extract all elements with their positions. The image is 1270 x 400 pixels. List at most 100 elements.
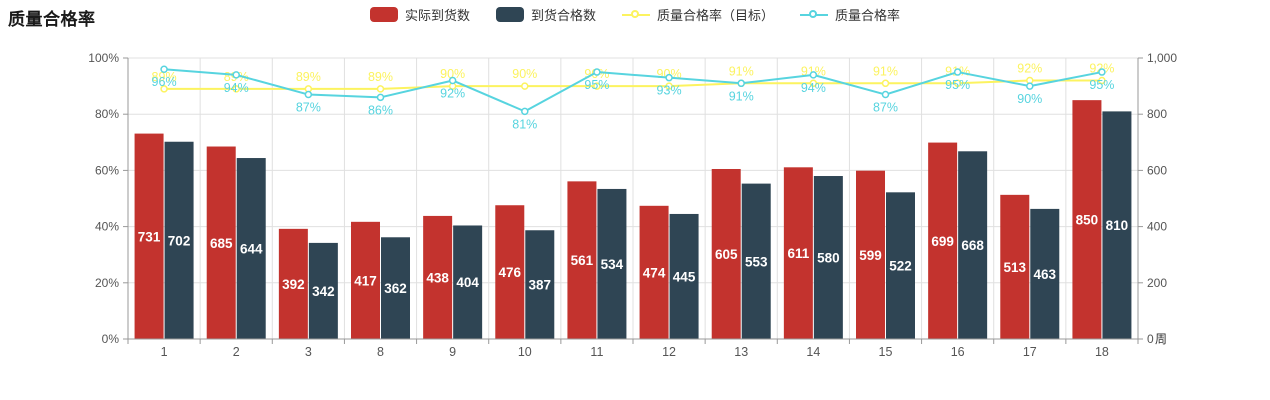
left-axis-tick-label: 0%: [102, 332, 120, 346]
left-axis-tick-label: 20%: [95, 276, 119, 290]
line-point-质量合格率（目标）-8[interactable]: [376, 85, 385, 93]
line-point-质量合格率（目标）-1[interactable]: [160, 85, 168, 93]
bar-到货合格数-10[interactable]: [525, 230, 555, 339]
bar-实际到货数-16[interactable]: [928, 142, 958, 339]
bar-实际到货数-2[interactable]: [206, 146, 236, 339]
line-point-质量合格率-16[interactable]: [953, 68, 962, 76]
bar-实际到货数-1[interactable]: [134, 133, 164, 339]
line-point-label: 95%: [945, 78, 970, 92]
bar-value-label: 685: [210, 236, 233, 251]
bar-到货合格数-2[interactable]: [236, 158, 266, 339]
line-point-label: 89%: [296, 70, 321, 84]
bar-实际到货数-11[interactable]: [567, 181, 597, 339]
line-point-质量合格率-13[interactable]: [737, 79, 745, 88]
bar-value-label: 522: [889, 259, 912, 274]
bar-到货合格数-3[interactable]: [308, 242, 338, 339]
line-point-质量合格率-10[interactable]: [521, 107, 529, 116]
bar-到货合格数-12[interactable]: [669, 213, 699, 339]
right-axis-tick-label: 400: [1147, 220, 1167, 234]
bar-实际到货数-12[interactable]: [639, 205, 669, 339]
line-point-质量合格率-9[interactable]: [448, 76, 457, 85]
line-point-质量合格率-18[interactable]: [1098, 68, 1106, 76]
legend-item-4[interactable]: 质量合格率: [800, 5, 900, 24]
line-point-label: 90%: [440, 67, 465, 81]
bar-value-label: 611: [787, 246, 809, 261]
line-point-label: 92%: [440, 86, 465, 100]
legend-item-label: 质量合格率: [835, 8, 901, 23]
legend-item-1[interactable]: 实际到货数: [369, 5, 470, 24]
line-point-label: 89%: [152, 70, 177, 84]
bar-到货合格数-11[interactable]: [597, 188, 627, 339]
bar-value-label: 392: [282, 277, 305, 292]
bar-value-label: 699: [931, 234, 954, 249]
bar-到货合格数-18[interactable]: [1102, 111, 1132, 339]
bar-实际到货数-18[interactable]: [1072, 100, 1102, 340]
bar-实际到货数-8[interactable]: [351, 221, 380, 339]
line-point-质量合格率-3[interactable]: [304, 90, 313, 99]
bar-到货合格数-17[interactable]: [1030, 208, 1060, 339]
legend-item-2[interactable]: 到货合格数: [495, 5, 596, 24]
bar-到货合格数-13[interactable]: [741, 183, 771, 339]
line-point-质量合格率（目标）-11[interactable]: [593, 82, 601, 90]
bar-value-label: 668: [961, 238, 984, 253]
bar-value-label: 850: [1076, 213, 1099, 228]
bar-实际到货数-15[interactable]: [856, 170, 885, 339]
line-point-质量合格率（目标）-12[interactable]: [665, 82, 673, 90]
bar-到货合格数-8[interactable]: [381, 237, 410, 339]
bar-实际到货数-9[interactable]: [423, 215, 453, 339]
bar-value-label: 463: [1034, 267, 1057, 282]
bar-到货合格数-14[interactable]: [813, 176, 843, 339]
x-axis-tick-label: 15: [879, 345, 893, 359]
line-point-质量合格率-12[interactable]: [665, 73, 673, 82]
line-point-label: 94%: [801, 81, 826, 95]
x-axis-tick-label: 14: [806, 345, 820, 359]
line-point-质量合格率（目标）-18[interactable]: [1098, 76, 1106, 85]
legend-bar-marker-icon: [369, 7, 398, 22]
bar-实际到货数-13[interactable]: [711, 168, 741, 339]
line-point-质量合格率（目标）-10[interactable]: [521, 82, 529, 90]
legend-item-3[interactable]: 质量合格率（目标）: [622, 5, 774, 24]
x-axis-tick-label: 1: [161, 345, 168, 359]
bar-value-label: 362: [384, 281, 407, 296]
bar-到货合格数-9[interactable]: [453, 225, 483, 339]
legend-item-label: 到货合格数: [530, 8, 596, 23]
x-axis-tick-label: 12: [662, 345, 676, 359]
bar-实际到货数-3[interactable]: [278, 228, 308, 339]
bar-value-label: 810: [1106, 218, 1129, 233]
line-point-质量合格率-2[interactable]: [232, 71, 240, 79]
bar-实际到货数-17[interactable]: [1000, 194, 1030, 339]
line-point-质量合格率（目标）-2[interactable]: [232, 85, 240, 93]
bar-value-label: 702: [168, 233, 191, 248]
bar-到货合格数-1[interactable]: [164, 141, 194, 339]
bar-value-label: 387: [529, 278, 552, 293]
bar-到货合格数-16[interactable]: [958, 151, 988, 339]
bar-实际到货数-14[interactable]: [783, 167, 813, 339]
line-point-质量合格率-17[interactable]: [1026, 82, 1034, 90]
line-point-label: 81%: [512, 117, 537, 131]
bar-value-label: 476: [499, 265, 522, 280]
bar-value-label: 605: [715, 247, 738, 262]
line-point-质量合格率-11[interactable]: [593, 68, 601, 76]
x-axis-tick-label: 11: [590, 345, 603, 359]
bar-value-label: 561: [571, 253, 594, 268]
bar-到货合格数-15[interactable]: [886, 192, 915, 339]
line-质量合格率（目标）[interactable]: [164, 79, 1102, 90]
x-axis-tick-label: 13: [734, 345, 748, 359]
legend-item-label: 实际到货数: [404, 8, 470, 23]
bar-value-label: 599: [859, 248, 882, 263]
line-point-质量合格率（目标）-15[interactable]: [881, 79, 890, 88]
legend-line-marker-icon: [800, 7, 829, 22]
line-point-质量合格率-15[interactable]: [881, 90, 890, 99]
bar-value-label: 513: [1004, 260, 1027, 275]
line-point-质量合格率-14[interactable]: [809, 71, 818, 79]
line-point-质量合格率（目标）-16[interactable]: [953, 79, 962, 88]
line-point-质量合格率-8[interactable]: [376, 93, 385, 102]
line-质量合格率[interactable]: [163, 68, 1103, 113]
right-axis-tick-label: 1,000: [1147, 51, 1177, 65]
x-axis-tick-label: 2: [233, 345, 240, 359]
bar-实际到货数-10[interactable]: [495, 205, 525, 339]
line-point-质量合格率（目标）-14[interactable]: [809, 79, 818, 88]
line-point-质量合格率-1[interactable]: [160, 65, 168, 73]
